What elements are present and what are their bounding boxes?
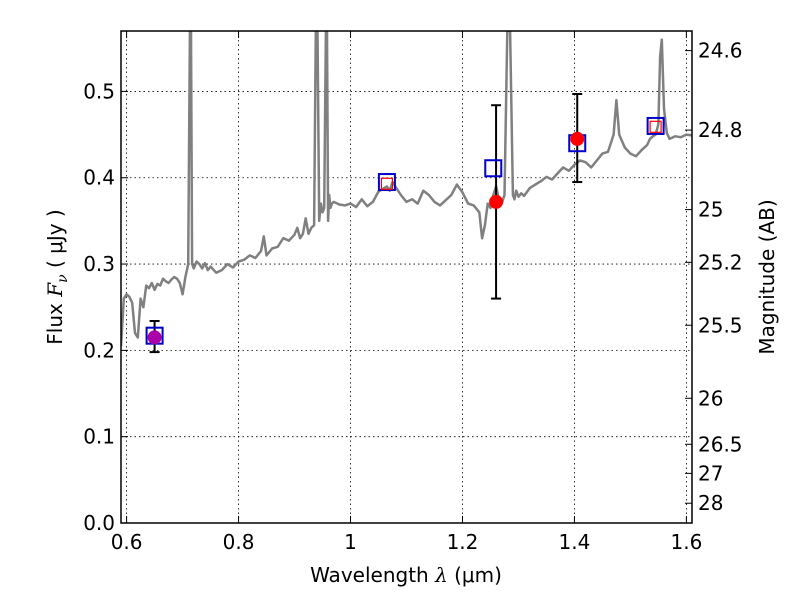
right-tick-label: 26 — [698, 386, 723, 410]
right-tick-label: 25.5 — [698, 313, 743, 337]
right-tick-label: 26.5 — [698, 432, 743, 456]
y-tick-label: 0.0 — [83, 511, 115, 535]
x-tick-label: 1.4 — [559, 530, 591, 554]
observed-marker-hollow — [649, 120, 662, 133]
series-layer — [121, 31, 692, 354]
right-axis-label: Magnitude (AB) — [755, 199, 779, 354]
observed-point — [570, 131, 585, 146]
model-square — [377, 173, 396, 192]
observed-point — [489, 194, 504, 209]
spectrum-line — [121, 31, 692, 347]
model-square — [646, 116, 665, 135]
x-tick-label: 1.2 — [447, 530, 479, 554]
y-tick-label: 0.3 — [83, 252, 115, 276]
y-axis-label: Flux Fν ( μJy ) — [43, 209, 71, 344]
right-tick-label: 25.2 — [698, 250, 743, 274]
model-square — [484, 159, 503, 178]
ticks: 0.6 0.8 1 1.2 1.4 1.6 0.0 0.1 0.2 0.3 0.4 0.5 24.6 24… — [83, 31, 743, 554]
right-tick-label: 25 — [698, 198, 723, 222]
observed-point — [147, 330, 162, 345]
y-axis-symbol: F — [43, 282, 67, 298]
y-axis-symbol-sub: ν — [55, 274, 71, 283]
x-tick-label: 1 — [344, 530, 357, 554]
x-tick-label: 1.6 — [670, 530, 702, 554]
right-tick-label: 24.8 — [698, 118, 743, 142]
x-axis-label: Wavelength λ (μm) — [310, 563, 502, 587]
plot-frame — [120, 30, 693, 524]
y-tick-label: 0.4 — [83, 166, 115, 190]
y-tick-label: 0.1 — [83, 425, 115, 449]
x-tick-label: 0.6 — [111, 530, 143, 554]
plot-background — [121, 31, 692, 523]
observed-marker-hollow — [380, 177, 394, 190]
y-tick-label: 0.2 — [83, 338, 115, 362]
right-tick-label: 27 — [698, 461, 723, 485]
right-tick-label: 24.6 — [698, 39, 743, 63]
x-axis-symbol: λ — [434, 563, 448, 587]
right-tick-label: 28 — [698, 491, 723, 515]
y-tick-label: 0.5 — [83, 79, 115, 103]
x-tick-label: 0.8 — [223, 530, 255, 554]
